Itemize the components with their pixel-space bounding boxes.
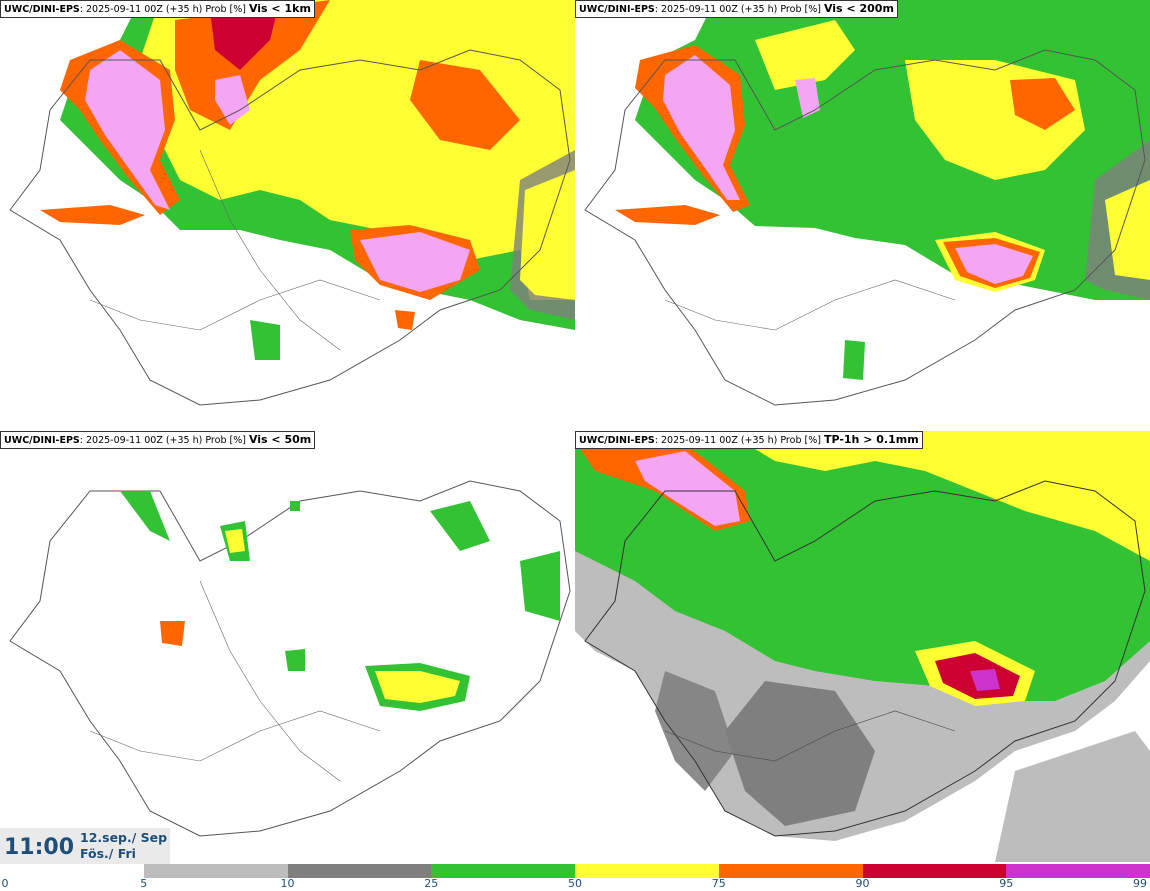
colorbar-segment [143, 864, 288, 878]
valid-time: 11:00 [4, 835, 75, 860]
threshold-label: TP-1h > 0.1mm [823, 433, 919, 446]
probability-map [575, 0, 1150, 431]
colorbar-tick-label: 50 [568, 877, 582, 890]
valid-time-box: 11:00 12.sep./ Sep Fös./ Fri [0, 828, 170, 864]
date-line-2: Fös./ Fri [80, 846, 136, 861]
model-name: UWC/DINI-EPS [579, 4, 655, 15]
map-panel-vis-200m: UWC/DINI-EPS: 2025-09-11 00Z (+35 h) Pro… [575, 0, 1150, 431]
threshold-label: Vis < 1km [248, 2, 311, 15]
colorbar-tick-label: 25 [424, 877, 439, 890]
map-panel-vis-1km: UWC/DINI-EPS: 2025-09-11 00Z (+35 h) Pro… [0, 0, 575, 431]
probability-map [575, 431, 1150, 862]
colorbar-tick-label: 10 [280, 877, 295, 890]
probability-map [0, 431, 575, 862]
colorbar-segment [718, 864, 863, 878]
model-name: UWC/DINI-EPS [579, 435, 655, 446]
threshold-label: Vis < 50m [248, 433, 312, 446]
panel-title: UWC/DINI-EPS: 2025-09-11 00Z (+35 h) Pro… [575, 0, 898, 18]
threshold-label: Vis < 200m [823, 2, 894, 15]
colorbar-segment [0, 864, 144, 878]
colorbar-tick-label: 5 [140, 877, 148, 890]
colorbar-tick-label: 90 [855, 877, 870, 890]
panel-title: UWC/DINI-EPS: 2025-09-11 00Z (+35 h) Pro… [0, 431, 316, 449]
colorbar-tick-label: 95 [999, 877, 1014, 890]
colorbar-segment [862, 864, 1007, 878]
run-info: : 2025-09-11 00Z (+35 h) Prob [%] [79, 435, 246, 446]
colorbar-segment [575, 864, 719, 878]
run-info: : 2025-09-11 00Z (+35 h) Prob [%] [79, 4, 246, 15]
colorbar: 0 5 10 25 50 75 90 95 99 [0, 862, 1150, 891]
model-name: UWC/DINI-EPS [4, 435, 80, 446]
colorbar-tick-label: 99 [1133, 877, 1147, 890]
colorbar-tick-label: 0 [1, 877, 9, 890]
panel-title: UWC/DINI-EPS: 2025-09-11 00Z (+35 h) Pro… [575, 431, 923, 449]
colorbar-segment [287, 864, 432, 878]
panel-title: UWC/DINI-EPS: 2025-09-11 00Z (+35 h) Pro… [0, 0, 315, 18]
colorbar-segment [1006, 864, 1150, 878]
map-panel-precip: UWC/DINI-EPS: 2025-09-11 00Z (+35 h) Pro… [575, 431, 1150, 862]
probability-map [0, 0, 575, 431]
colorbar-tick-label: 75 [711, 877, 726, 890]
valid-date: 12.sep./ Sep Fös./ Fri [80, 830, 167, 862]
run-info: : 2025-09-11 00Z (+35 h) Prob [%] [654, 4, 821, 15]
colorbar-segment [431, 864, 575, 878]
date-line-1: 12.sep./ Sep [80, 830, 168, 845]
model-name: UWC/DINI-EPS [4, 4, 80, 15]
map-panel-vis-50m: UWC/DINI-EPS: 2025-09-11 00Z (+35 h) Pro… [0, 431, 575, 862]
run-info: : 2025-09-11 00Z (+35 h) Prob [%] [654, 435, 821, 446]
